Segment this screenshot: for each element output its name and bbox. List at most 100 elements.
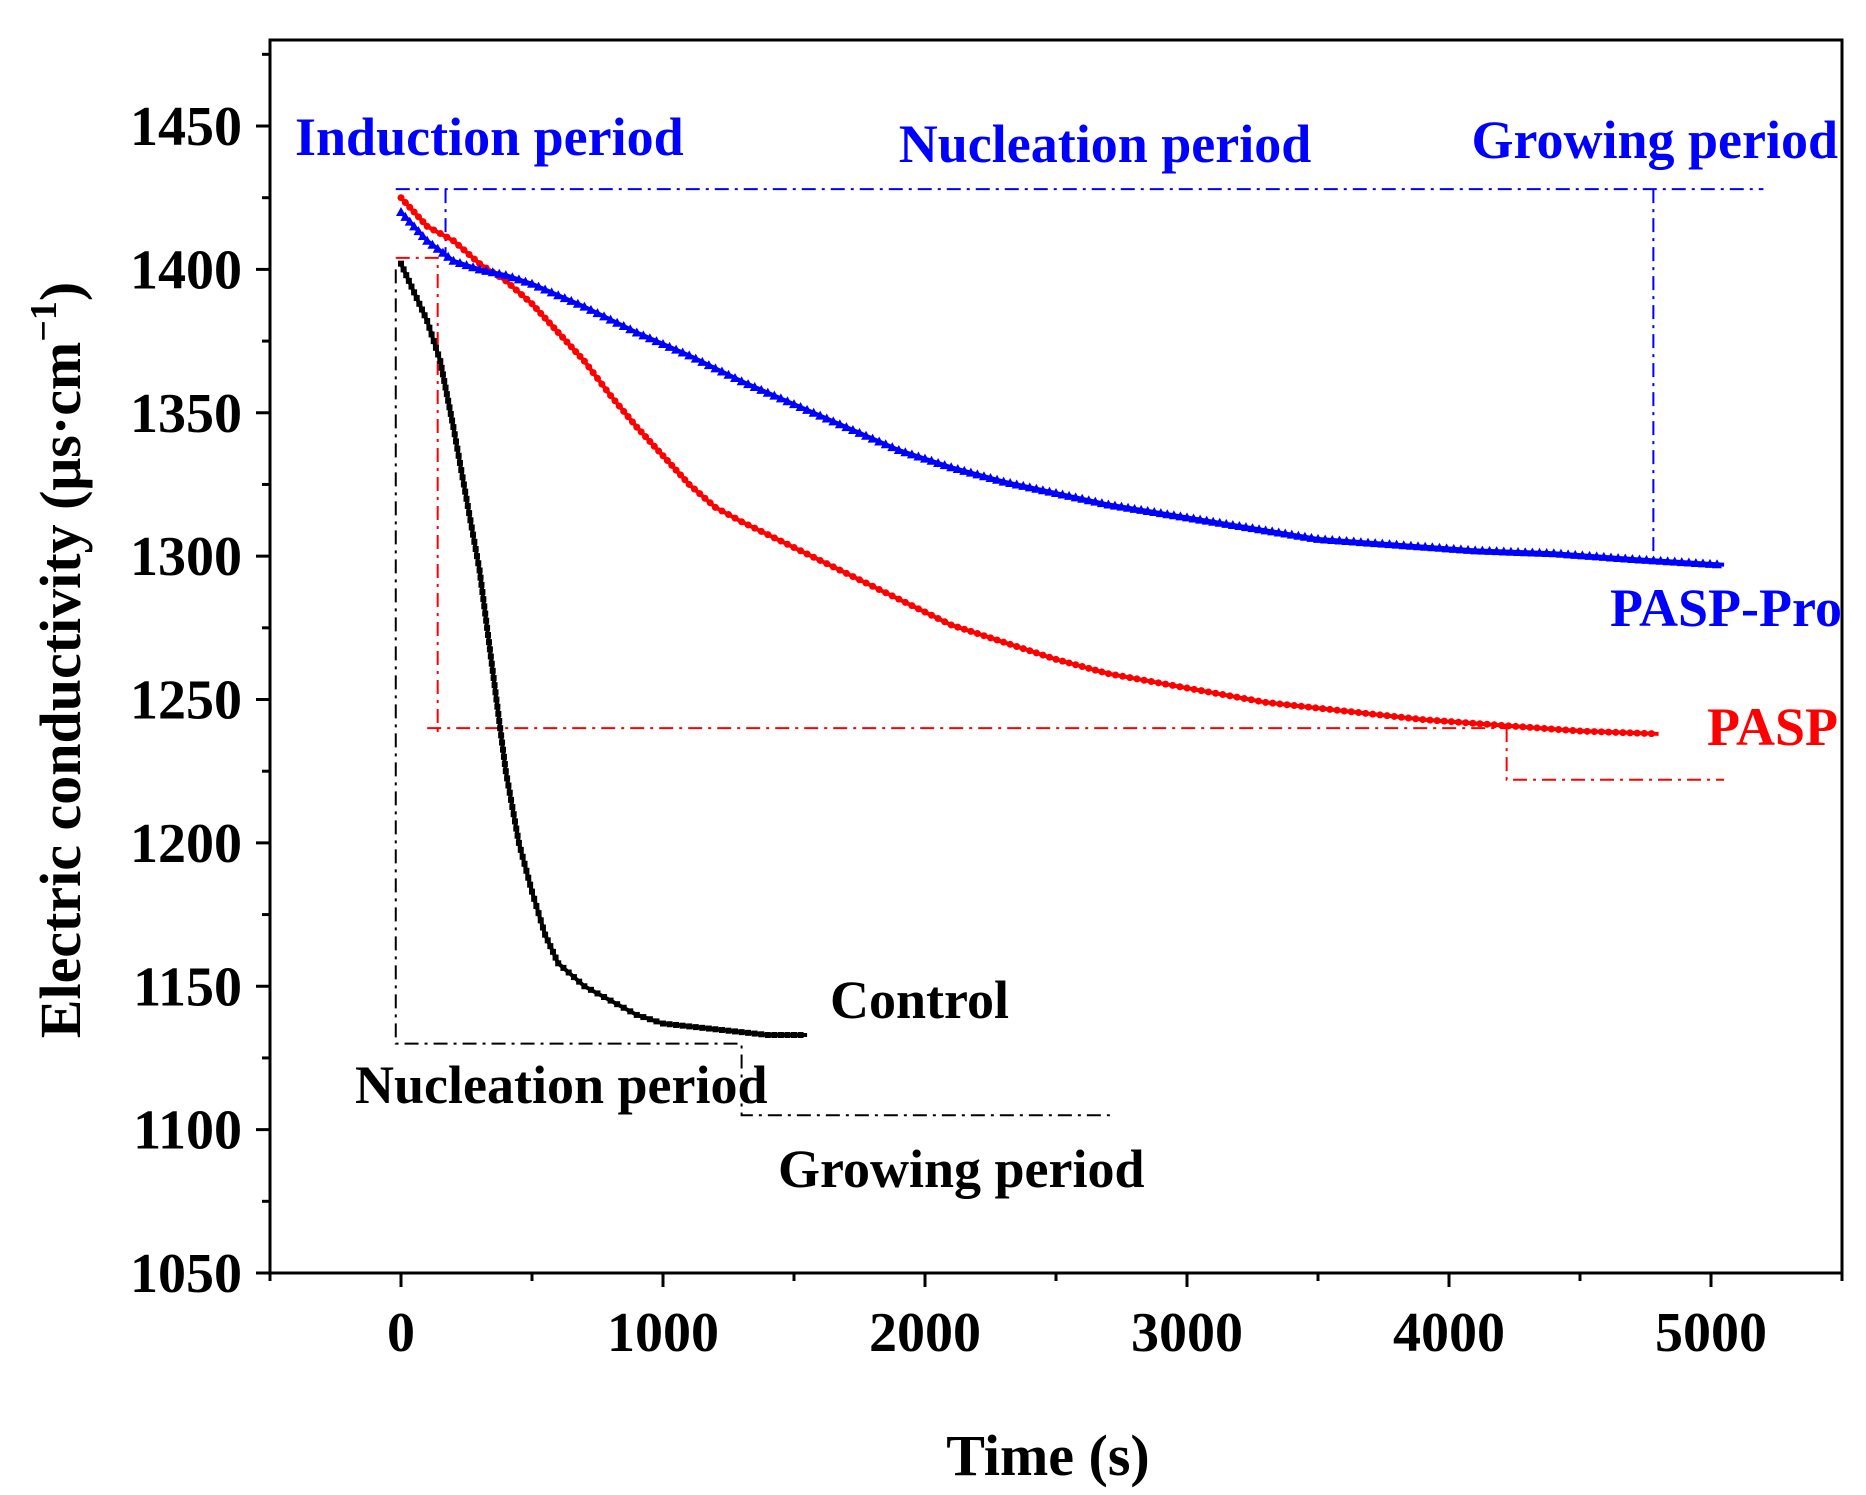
data-point [1269,699,1277,707]
annotation-induction-period: Induction period [295,107,684,167]
data-point [492,689,499,696]
data-point [1434,542,1445,552]
data-point [470,531,477,538]
data-point [775,393,786,403]
data-point [676,471,684,479]
data-point [1391,539,1402,549]
data-point [1123,502,1134,512]
data-point [882,589,890,597]
data-point [1234,521,1245,531]
data-point [486,646,493,653]
data-point [1613,552,1624,562]
data-point [1195,514,1206,524]
data-point [696,490,704,498]
data-point [1555,725,1563,733]
data-point [437,247,448,257]
data-point [1640,729,1648,737]
data-point [1584,550,1595,560]
data-point [1155,508,1166,518]
data-point [552,954,559,961]
data-point [413,226,424,236]
data-point [464,502,471,509]
data-point [1326,705,1334,713]
x-tick-label: 3000 [1131,1302,1243,1364]
data-point [1091,666,1099,674]
data-point [1133,675,1141,683]
data-point [1290,702,1298,710]
data-point [481,603,488,610]
data-point [686,1023,693,1030]
data-point [432,243,443,253]
data-point [745,1029,752,1036]
data-point [1219,691,1227,699]
data-point [559,333,567,341]
data-point [906,449,917,459]
data-point [397,194,405,202]
data-point [1233,693,1241,701]
data-point [900,447,911,457]
data-point [598,380,606,388]
data-point [1169,681,1177,689]
legend-label-pasp-pro: PASP-Pro [1610,578,1842,638]
data-point [475,560,482,567]
series-pasp [397,194,1659,738]
data-point [1327,534,1338,544]
data-point [730,372,741,382]
data-point [928,611,936,619]
data-point [1533,724,1541,732]
data-point [1162,509,1173,519]
data-point [1634,554,1645,564]
data-point [406,203,414,211]
data-point [523,295,531,303]
data-point [1162,680,1170,688]
data-point [628,418,636,426]
data-point [660,1020,666,1027]
data-point [1463,544,1474,554]
data-point [437,358,444,365]
data-point [633,1011,640,1018]
data-point [612,317,623,327]
data-point [553,290,564,300]
data-point [690,353,701,363]
data-point [1039,651,1047,659]
annotation-growing-period-blue: Growing period [1471,110,1838,170]
data-point [462,488,469,495]
data-point [1070,492,1081,502]
data-point [580,357,588,365]
data-point [409,221,420,231]
data-point [618,321,629,331]
data-point [699,1024,706,1031]
data-point [625,324,636,334]
data-point [447,410,454,417]
data-point [499,746,506,753]
guide-line [1505,728,1725,781]
data-point [421,312,428,319]
data-point [959,465,970,475]
data-point [637,428,645,436]
data-point [1183,684,1191,692]
legend-label-control: Control [830,970,1009,1030]
data-point [1006,640,1014,648]
data-point [697,356,708,366]
data-point [751,524,759,532]
data-point [854,427,865,437]
data-point [443,233,451,241]
data-point [498,732,505,739]
data-point [1534,547,1545,557]
data-point [718,507,726,515]
data-point [540,284,551,294]
data-point [954,623,962,631]
data-point [690,485,698,493]
data-point [528,300,536,308]
data-point [502,768,509,775]
data-point [458,467,465,474]
data-point [1569,727,1577,735]
x-tick-label: 0 [387,1302,415,1364]
data-point [487,267,498,277]
data-point [489,667,496,674]
data-point [1447,718,1455,726]
data-point [856,576,863,584]
data-point [493,696,500,703]
data-point [1090,496,1101,506]
data-point [1045,653,1053,661]
